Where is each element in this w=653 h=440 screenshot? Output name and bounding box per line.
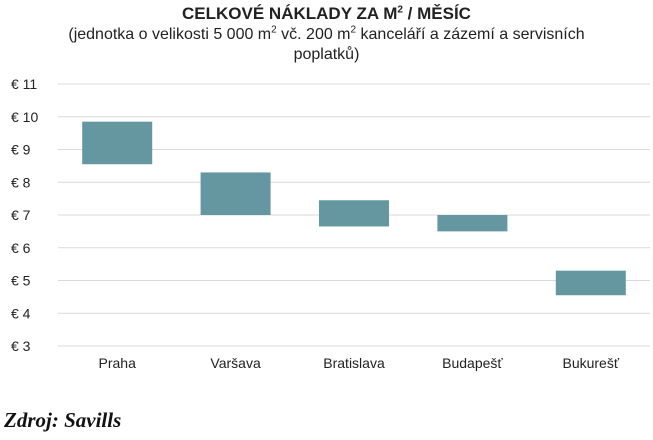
chart-title-superscript: 2 [397,4,403,16]
y-tick-label: € 9 [11,142,31,158]
y-tick-label: € 7 [11,207,31,223]
y-tick-label: € 4 [11,305,31,321]
y-tick-label: € 8 [11,174,31,190]
chart-subtitle: (jednotka o velikosti 5 000 m2 vč. 200 m… [40,25,613,65]
x-category-label: Praha [99,355,137,371]
x-axis-category-labels: Praha Varšava Bratislava Budapešť Bukurešť [99,355,620,371]
x-category-label: Varšava [210,355,261,371]
gridlines [58,83,650,347]
subtitle-superscript-1: 2 [271,24,277,36]
subtitle-part-3: kanceláří a zázemí a servisních poplatků… [293,26,585,63]
chart-title: CELKOVÉ NÁKLADY ZA M2 / MĚSÍC [0,4,653,24]
y-tick-label: € 5 [11,273,31,289]
range-bar [437,215,508,232]
range-bars [82,121,626,296]
chart-title-tail: / MĚSÍC [402,4,471,23]
subtitle-part-2: vč. 200 m [276,26,351,43]
y-tick-label: € 11 [11,76,37,92]
y-tick-label: € 10 [11,109,38,125]
range-bar [319,200,389,227]
range-bar [82,121,153,165]
chart-title-text: CELKOVÉ NÁKLADY ZA M [182,4,398,23]
y-axis-tick-labels: € 3 € 4 € 5 € 6 € 7 € 8 € 9 € 10 € 11 [11,76,38,354]
y-tick-label: € 3 [11,338,31,354]
range-bar [555,270,626,296]
subtitle-part-1: (jednotka o velikosti 5 000 m [68,26,272,43]
x-category-label: Bratislava [323,355,385,371]
y-tick-label: € 6 [11,240,31,256]
range-bar [200,172,271,215]
x-category-label: Budapešť [442,355,503,371]
source-note: Zdroj: Savills [4,408,122,432]
subtitle-superscript-2: 2 [350,24,357,36]
x-category-label: Bukurešť [562,355,619,371]
